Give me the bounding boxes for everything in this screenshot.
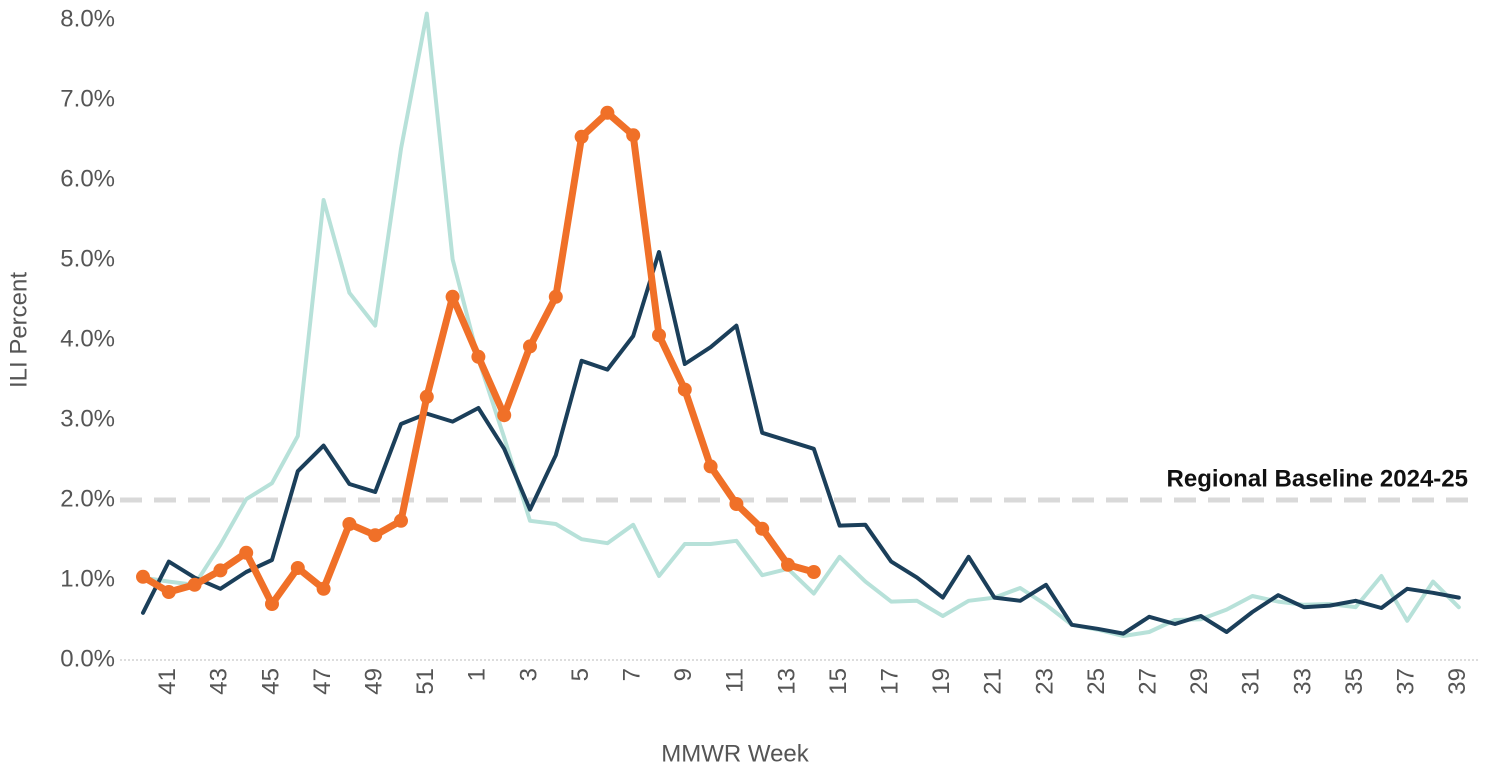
x-tick-label: 25 — [1083, 668, 1110, 695]
x-tick-label: 29 — [1186, 668, 1213, 695]
series-marker — [290, 561, 305, 575]
x-tick-label: 1 — [464, 668, 491, 681]
series-marker — [755, 521, 770, 536]
series-marker — [136, 569, 150, 584]
y-tick-label: 4.0% — [60, 325, 115, 352]
x-tick-label: 17 — [877, 668, 904, 695]
series-marker — [161, 585, 176, 599]
x-tick-label: 15 — [825, 668, 852, 695]
x-tick-label: 3 — [515, 668, 542, 681]
series-marker — [729, 497, 744, 511]
y-tick-label: 0.0% — [60, 645, 115, 672]
series-marker — [368, 528, 383, 543]
x-tick-label: 45 — [257, 668, 284, 695]
series-marker — [471, 349, 486, 364]
y-tick-label: 1.0% — [60, 565, 115, 592]
series-marker — [781, 557, 795, 572]
x-tick-label: 51 — [412, 668, 439, 695]
x-tick-label: 41 — [154, 668, 181, 695]
series-marker — [265, 597, 279, 611]
series-marker — [806, 565, 821, 579]
x-tick-label: 5 — [567, 668, 594, 681]
x-tick-label: 21 — [980, 668, 1007, 695]
y-tick-label: 6.0% — [60, 165, 115, 192]
series-marker — [445, 289, 460, 304]
y-tick-label: 2.0% — [60, 485, 115, 512]
x-tick-label: 39 — [1444, 668, 1471, 695]
x-tick-label: 37 — [1393, 668, 1420, 695]
x-tick-label: 43 — [206, 668, 233, 695]
x-tick-label: 7 — [619, 668, 646, 681]
series-marker — [600, 105, 615, 120]
series-marker — [394, 513, 408, 528]
series-marker — [574, 129, 589, 144]
series-line — [141, 11, 1461, 638]
x-axis-label: MMWR Week — [661, 740, 810, 767]
baseline-label: Regional Baseline 2024-25 — [1167, 465, 1468, 492]
x-tick-label: 11 — [722, 668, 749, 693]
series-marker — [703, 459, 718, 474]
x-tick-label: 27 — [1135, 668, 1162, 695]
series-marker — [342, 517, 357, 531]
y-tick-label: 7.0% — [60, 85, 115, 112]
x-tick-label: 23 — [1031, 668, 1058, 695]
series-marker — [187, 577, 202, 592]
series-line — [141, 250, 1461, 636]
y-axis-label: ILI Percent — [5, 272, 32, 388]
series-marker — [548, 289, 563, 304]
y-tick-label: 5.0% — [60, 245, 115, 272]
y-tick-label: 3.0% — [60, 405, 115, 432]
series-marker — [213, 563, 228, 578]
y-tick-label: 8.0% — [60, 5, 115, 32]
series-marker — [419, 389, 434, 404]
x-tick-label: 49 — [361, 668, 388, 695]
series-marker — [626, 128, 641, 143]
x-tick-label: 13 — [773, 668, 800, 695]
series-marker — [677, 382, 692, 397]
x-tick-label: 19 — [928, 668, 955, 695]
series-marker — [239, 545, 254, 560]
series-marker — [316, 581, 331, 596]
x-tick-label: 9 — [670, 668, 697, 681]
series-marker — [523, 339, 537, 354]
x-tick-label: 31 — [1238, 668, 1265, 695]
x-tick-label: 35 — [1341, 668, 1368, 695]
x-tick-label: 47 — [309, 668, 336, 695]
series-marker — [652, 328, 666, 343]
series-marker — [497, 408, 512, 423]
x-tick-label: 33 — [1289, 668, 1316, 695]
